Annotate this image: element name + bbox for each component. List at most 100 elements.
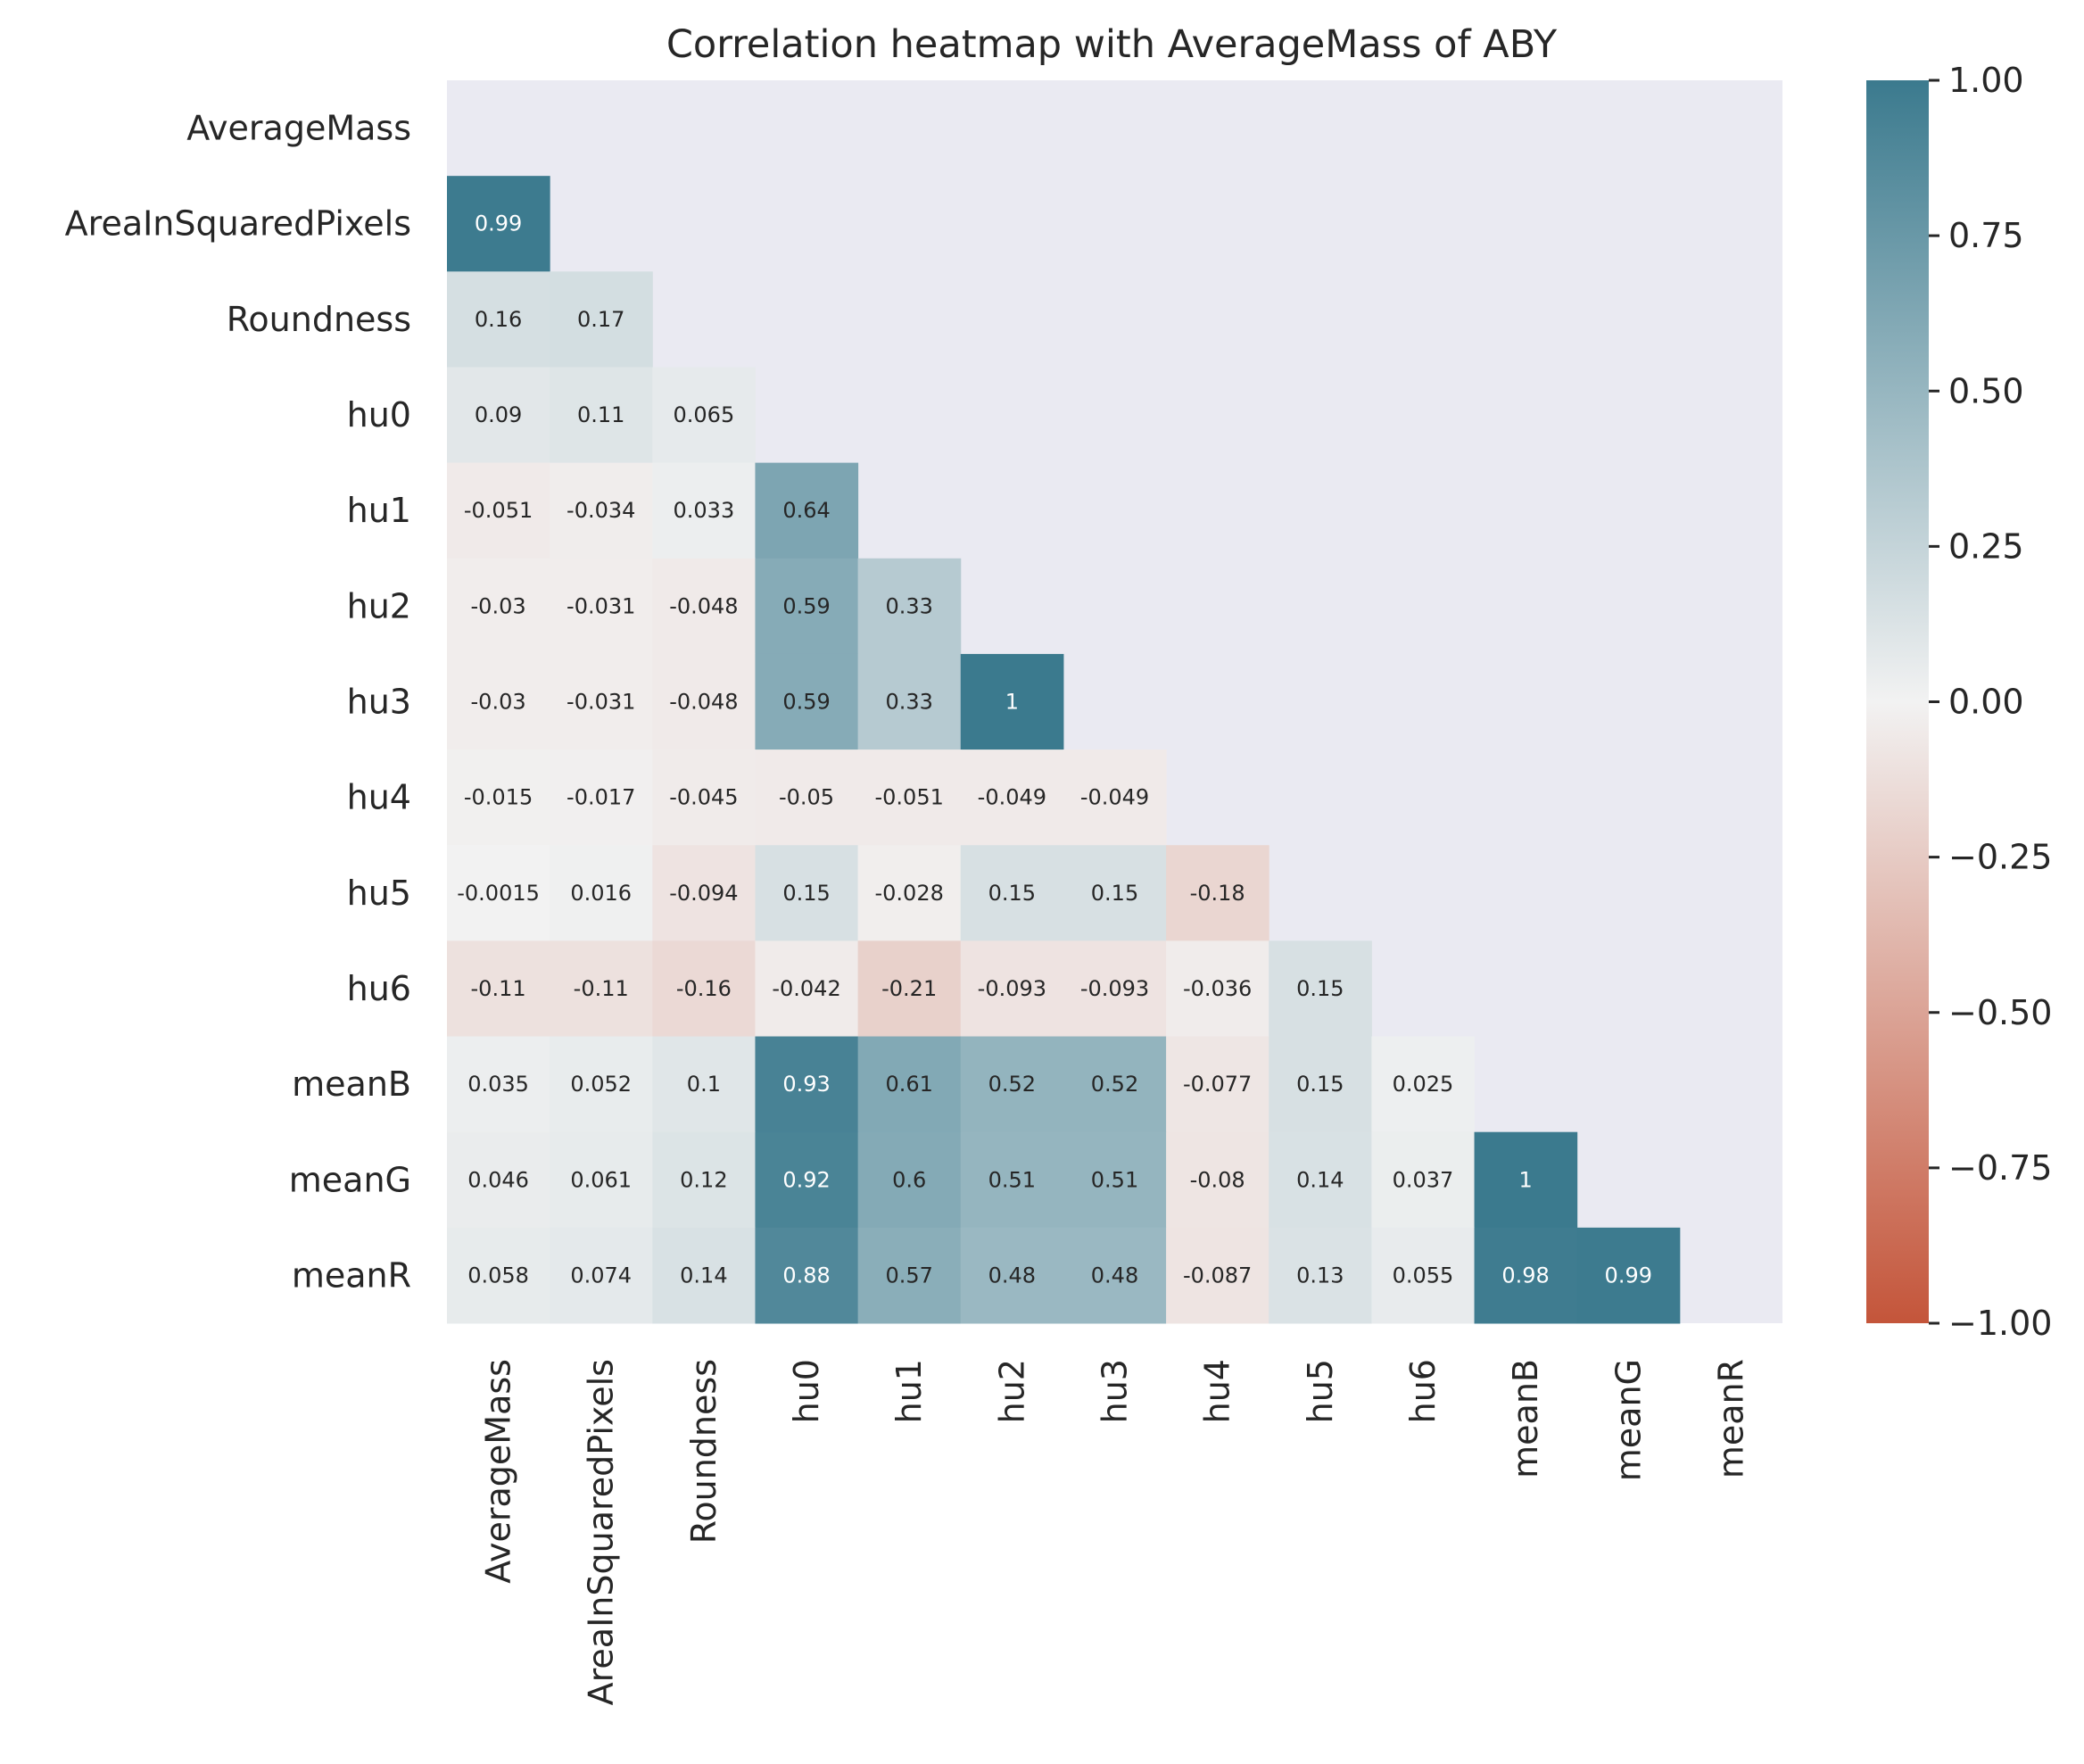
heatmap-cell-value: 0.15 bbox=[1296, 1072, 1344, 1097]
heatmap-cell bbox=[857, 1036, 962, 1133]
heatmap-cell-value: -0.045 bbox=[669, 785, 738, 810]
heatmap-cell bbox=[1166, 845, 1269, 941]
heatmap-cell bbox=[550, 749, 653, 846]
heatmap-cell bbox=[755, 749, 859, 846]
heatmap-cell bbox=[960, 653, 1064, 750]
heatmap-cell-value: -0.05 bbox=[779, 785, 834, 810]
heatmap-cell-value: -0.11 bbox=[574, 976, 629, 1001]
heatmap-cell-value: 0.13 bbox=[1296, 1263, 1344, 1288]
heatmap-cell-value: 0.61 bbox=[885, 1072, 932, 1097]
heatmap-cell bbox=[1063, 1036, 1167, 1133]
heatmap-cells: 0.990.16 0.170.09 0.11 0.065-0.051 -0.034 0.0… bbox=[447, 176, 1681, 1324]
heatmap-cell-value: 0.09 bbox=[475, 402, 522, 427]
heatmap-cell bbox=[1063, 749, 1167, 846]
heatmap-cell-value: 0.15 bbox=[988, 881, 1036, 906]
heatmap-cell-value: -0.048 bbox=[669, 690, 738, 715]
heatmap-cell-value: -0.028 bbox=[875, 881, 944, 906]
heatmap-cell bbox=[447, 176, 550, 272]
heatmap-cell bbox=[550, 462, 653, 559]
heatmap-cell bbox=[447, 845, 550, 941]
heatmap-cell-value: -0.21 bbox=[881, 976, 937, 1001]
heatmap-cell-value: 0.51 bbox=[1091, 1167, 1138, 1192]
heatmap-cell-value: -0.087 bbox=[1183, 1263, 1252, 1288]
heatmap-cell-value: -0.049 bbox=[978, 785, 1046, 810]
heatmap-cell bbox=[652, 1131, 756, 1229]
heatmap-cell-value: -0.077 bbox=[1183, 1072, 1252, 1097]
heatmap-cell-value: 0.1 bbox=[687, 1072, 721, 1097]
heatmap-cell-value: 0.92 bbox=[782, 1167, 830, 1192]
heatmap-cell bbox=[1166, 940, 1269, 1038]
colorbar-tick-label: 0.75 bbox=[1948, 216, 2024, 255]
heatmap-cell-value: -0.03 bbox=[471, 593, 526, 618]
heatmap-cell bbox=[447, 1036, 550, 1133]
x-tick-label: hu0 bbox=[787, 1359, 826, 1423]
colorbar-tick-label: −0.25 bbox=[1948, 838, 2052, 877]
y-tick-label: hu6 bbox=[347, 969, 411, 1008]
heatmap-cell-value: 0.33 bbox=[885, 593, 932, 618]
heatmap-cell-value: 0.93 bbox=[782, 1072, 830, 1097]
heatmap-cell bbox=[550, 653, 653, 750]
y-tick-label: hu3 bbox=[347, 683, 411, 722]
x-tick-label: hu3 bbox=[1096, 1359, 1135, 1423]
heatmap-cell-value: 0.64 bbox=[782, 498, 830, 523]
heatmap-cell bbox=[1576, 1227, 1681, 1324]
heatmap-cell-value: 0.15 bbox=[1296, 976, 1344, 1001]
heatmap-cell bbox=[550, 1227, 653, 1324]
heatmap-cell-value: -0.015 bbox=[464, 785, 533, 810]
colorbar-tick-label: −0.50 bbox=[1948, 993, 2052, 1032]
heatmap-cell-value: -0.031 bbox=[566, 690, 635, 715]
heatmap-cell bbox=[447, 653, 550, 750]
heatmap-cell-value: 0.17 bbox=[577, 307, 624, 332]
heatmap-cell-value: -0.08 bbox=[1190, 1167, 1245, 1192]
heatmap-cell-value: 0.055 bbox=[1393, 1263, 1454, 1288]
x-tick-label: Roundness bbox=[684, 1359, 724, 1544]
heatmap-cell-value: 0.11 bbox=[577, 402, 624, 427]
x-tick-label: meanB bbox=[1506, 1359, 1545, 1478]
heatmap-cell bbox=[550, 1131, 653, 1229]
heatmap-cell bbox=[1063, 940, 1167, 1038]
heatmap-cell-value: 0.14 bbox=[680, 1263, 727, 1288]
heatmap-cell-value: 0.52 bbox=[1091, 1072, 1138, 1097]
x-axis-tick-labels: AverageMass AreaInSquaredPixels Roundness h… bbox=[479, 1359, 1751, 1705]
heatmap-cell-value: 0.59 bbox=[782, 593, 830, 618]
heatmap-cell-value: 0.6 bbox=[892, 1167, 926, 1192]
heatmap-cell-value: -0.049 bbox=[1080, 785, 1149, 810]
heatmap-cell-value: -0.051 bbox=[875, 785, 944, 810]
heatmap-cell bbox=[1063, 1227, 1167, 1324]
x-tick-label: hu4 bbox=[1198, 1359, 1237, 1423]
y-tick-label: meanB bbox=[292, 1064, 411, 1104]
x-tick-label: hu2 bbox=[992, 1359, 1031, 1423]
y-tick-label: hu1 bbox=[347, 491, 411, 530]
heatmap-cell bbox=[1474, 1131, 1578, 1229]
heatmap-cell-value: -0.16 bbox=[676, 976, 732, 1001]
heatmap-cell-value: -0.093 bbox=[978, 976, 1046, 1001]
heatmap-cell bbox=[755, 653, 859, 750]
heatmap-cell-value: 0.51 bbox=[988, 1167, 1036, 1192]
heatmap-cell-value: -0.18 bbox=[1190, 881, 1245, 906]
heatmap-cell-value: 1 bbox=[1518, 1167, 1532, 1192]
heatmap-cell-value: -0.042 bbox=[772, 976, 840, 1001]
heatmap-cell-value: -0.031 bbox=[566, 593, 635, 618]
heatmap-cell-value: 0.16 bbox=[475, 307, 522, 332]
y-tick-label: Roundness bbox=[227, 300, 411, 339]
heatmap-cell bbox=[447, 462, 550, 559]
heatmap-cell-value: 0.48 bbox=[988, 1263, 1036, 1288]
heatmap-cell bbox=[857, 558, 962, 655]
heatmap-cell-value: 0.15 bbox=[1091, 881, 1138, 906]
heatmap-cell bbox=[960, 940, 1064, 1038]
x-tick-label: meanR bbox=[1711, 1359, 1750, 1478]
heatmap-cell bbox=[652, 558, 756, 655]
heatmap-cell-value: -0.051 bbox=[464, 498, 533, 523]
heatmap-cell bbox=[1063, 1131, 1167, 1229]
heatmap-cell bbox=[1371, 1227, 1476, 1324]
heatmap-cell-value: -0.094 bbox=[669, 881, 738, 906]
heatmap-cell-value: -0.11 bbox=[471, 976, 526, 1001]
heatmap-cell-value: 0.061 bbox=[570, 1167, 632, 1192]
heatmap-cell bbox=[652, 462, 756, 559]
x-tick-label: hu5 bbox=[1301, 1359, 1340, 1423]
heatmap-cell bbox=[447, 1131, 550, 1229]
heatmap-cell bbox=[960, 1131, 1064, 1229]
heatmap-cell-value: 0.058 bbox=[467, 1263, 529, 1288]
heatmap-cell bbox=[755, 1227, 859, 1324]
colorbar-tick-label: −1.00 bbox=[1948, 1304, 2052, 1343]
